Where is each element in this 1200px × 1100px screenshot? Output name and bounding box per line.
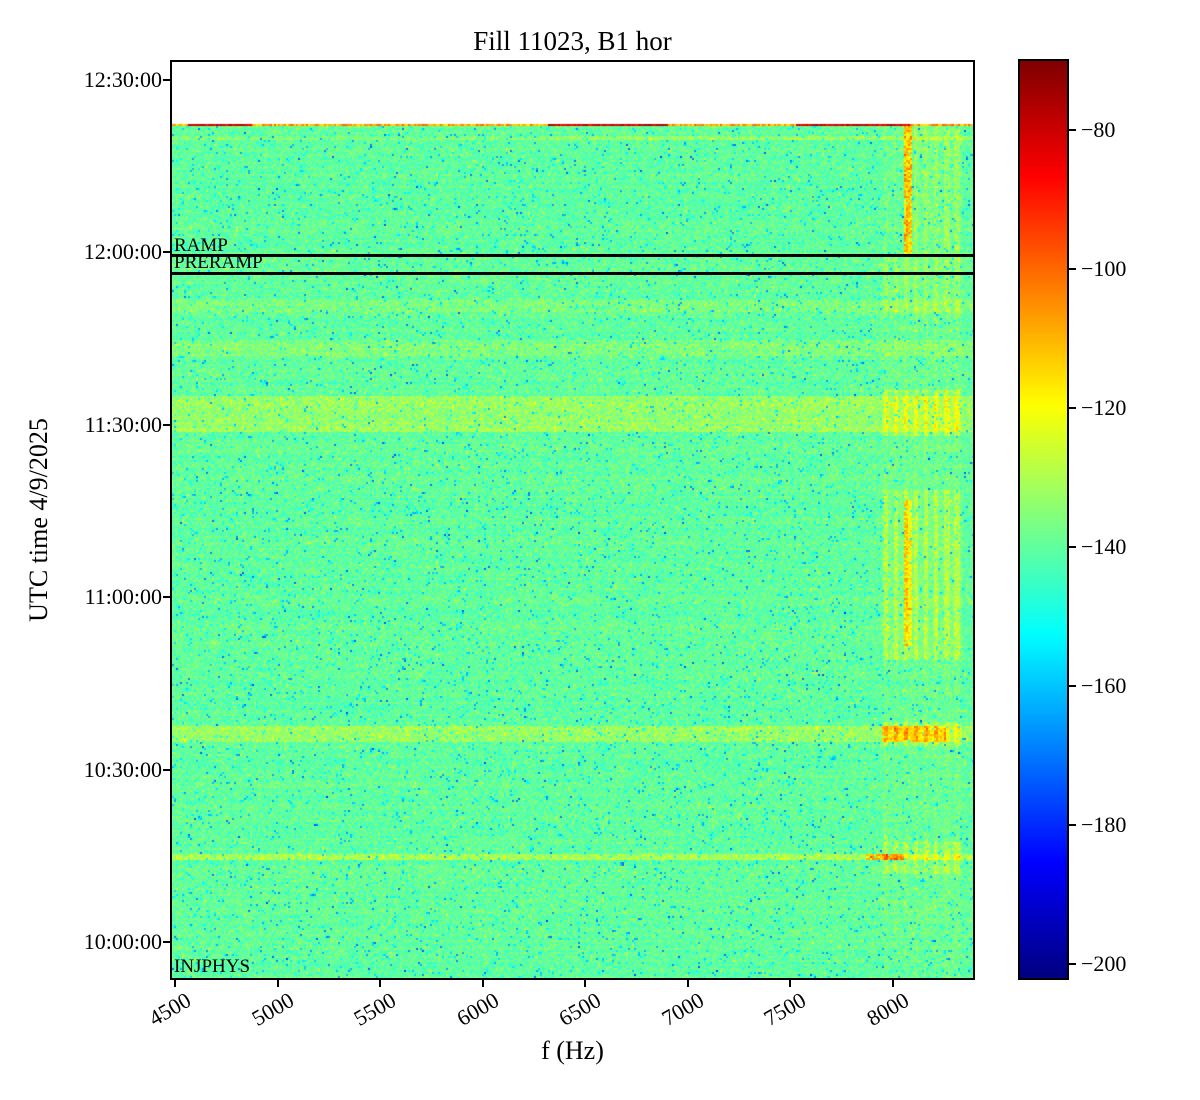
colorbar-tick-label: −100 <box>1081 256 1126 282</box>
colorbar-tick-mark <box>1069 129 1076 131</box>
colorbar-tick-label: −120 <box>1081 395 1126 421</box>
y-tick-label: 12:30:00 <box>84 67 162 93</box>
y-tick-mark <box>163 424 170 426</box>
x-tick-mark <box>379 980 381 987</box>
colorbar-tick-mark <box>1069 407 1076 409</box>
x-tick-label: 5000 <box>247 988 297 1031</box>
colorbar-tick-mark <box>1069 685 1076 687</box>
colorbar-tick-label: −140 <box>1081 534 1126 560</box>
x-tick-mark <box>789 980 791 987</box>
x-tick-mark <box>482 980 484 987</box>
y-tick-label: 10:30:00 <box>84 757 162 783</box>
heatmap-canvas <box>172 62 973 978</box>
colorbar-tick-label: −160 <box>1081 673 1126 699</box>
colorbar-tick-label: −80 <box>1081 117 1115 143</box>
y-tick-mark <box>163 251 170 253</box>
x-tick-label: 6000 <box>453 988 503 1031</box>
event-line-ramp <box>172 254 973 257</box>
y-tick-label: 10:00:00 <box>84 929 162 955</box>
colorbar-tick-mark <box>1069 824 1076 826</box>
colorbar-tick-mark <box>1069 268 1076 270</box>
x-tick-label: 6500 <box>555 988 605 1031</box>
x-tick-mark <box>584 980 586 987</box>
spectrogram-figure: Fill 11023, B1 hor UTC time 4/9/2025 f (… <box>0 0 1200 1100</box>
x-axis-label: f (Hz) <box>172 1036 973 1066</box>
annotation-injphys: INJPHYS <box>174 957 250 976</box>
x-tick-mark <box>277 980 279 987</box>
y-tick-mark <box>163 769 170 771</box>
colorbar-tick-mark <box>1069 546 1076 548</box>
colorbar-tick-label: −200 <box>1081 951 1126 977</box>
x-tick-label: 7000 <box>658 988 708 1031</box>
y-tick-label: 12:00:00 <box>84 239 162 265</box>
chart-title: Fill 11023, B1 hor <box>172 26 973 56</box>
x-tick-label: 7500 <box>760 988 810 1031</box>
y-tick-mark <box>163 941 170 943</box>
y-tick-label: 11:00:00 <box>85 584 162 610</box>
event-line-preramp <box>172 272 973 275</box>
x-tick-mark <box>687 980 689 987</box>
y-axis-label: UTC time 4/9/2025 <box>24 418 54 622</box>
colorbar <box>1018 59 1069 980</box>
event-label-preramp: PRERAMP <box>174 253 263 272</box>
x-tick-mark <box>892 980 894 987</box>
x-tick-label: 8000 <box>863 988 913 1031</box>
plot-area <box>170 60 975 980</box>
colorbar-tick-mark <box>1069 963 1076 965</box>
colorbar-tick-label: −180 <box>1081 812 1126 838</box>
x-tick-label: 4500 <box>145 988 195 1031</box>
y-tick-mark <box>163 596 170 598</box>
colorbar-canvas <box>1020 61 1067 978</box>
x-tick-label: 5500 <box>350 988 400 1031</box>
y-tick-label: 11:30:00 <box>85 412 162 438</box>
y-tick-mark <box>163 79 170 81</box>
x-tick-mark <box>174 980 176 987</box>
